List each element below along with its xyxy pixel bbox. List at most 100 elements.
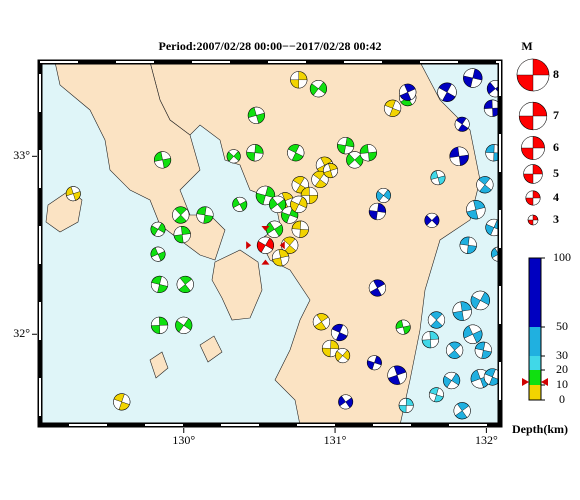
event-nodal <box>151 276 169 293</box>
event-group <box>232 196 248 212</box>
event-nodal <box>323 163 338 178</box>
event-nodal <box>463 324 482 344</box>
event-nodal <box>452 301 472 321</box>
depth-color-band <box>529 356 541 370</box>
magnitude-legend-ball-group <box>527 214 539 226</box>
land-amakusa <box>211 249 263 321</box>
event-group <box>442 371 461 390</box>
event-group <box>427 311 446 329</box>
event-group <box>463 324 483 344</box>
land-koshiki <box>149 351 169 379</box>
event-nodal <box>367 355 382 371</box>
event-group <box>150 275 169 294</box>
event-nodal <box>154 151 171 169</box>
latest-marker <box>261 259 270 265</box>
event-group <box>421 330 439 349</box>
event-group <box>176 275 194 294</box>
event-group <box>366 355 382 371</box>
event-nodal <box>449 146 469 166</box>
event-group <box>368 279 387 297</box>
event-group <box>337 137 355 155</box>
event-group <box>265 220 284 238</box>
event-nodal <box>466 200 486 220</box>
latest-marker <box>246 241 252 250</box>
event-nodal <box>377 188 390 203</box>
event-nodal <box>491 246 500 262</box>
event-nodal <box>430 170 446 186</box>
event-group <box>338 394 354 410</box>
depth-tick-label: 30 <box>556 348 568 362</box>
event-nodal <box>368 203 386 220</box>
depth-tick-label: 100 <box>553 250 571 264</box>
event-group <box>323 163 339 179</box>
event-group <box>368 202 387 221</box>
depth-color-band <box>529 385 541 400</box>
event-nodal <box>426 212 438 228</box>
event-group <box>113 393 131 411</box>
latest-marker <box>279 241 285 250</box>
event-group <box>335 348 351 364</box>
event-group <box>454 116 470 132</box>
depth-color-band <box>529 370 541 385</box>
event-group <box>453 402 471 420</box>
latest-event-nodal <box>257 236 273 254</box>
depth-tick-label: 10 <box>556 377 568 391</box>
magnitude-legend-title: M <box>521 39 532 53</box>
event-nodal <box>446 343 464 357</box>
event-group <box>446 341 464 359</box>
depth-tick-label: 50 <box>556 319 568 333</box>
latest-depth-marker <box>522 378 529 386</box>
magnitude-legend-ball-nodal <box>523 164 543 184</box>
event-nodal <box>228 149 239 164</box>
event-nodal <box>176 277 194 292</box>
event-group <box>150 316 169 334</box>
event-group <box>387 365 407 385</box>
event-nodal <box>399 84 417 101</box>
event-group <box>246 144 264 162</box>
map-area <box>40 62 500 425</box>
event-nodal <box>339 394 352 410</box>
event-group <box>470 290 491 311</box>
event-nodal <box>290 71 308 89</box>
event-nodal <box>151 246 165 262</box>
magnitude-legend-label: 5 <box>553 166 559 180</box>
magnitude-legend-label: 4 <box>553 190 559 204</box>
depth-color-band <box>529 327 541 356</box>
event-nodal <box>113 393 131 410</box>
depth-color-band <box>529 258 541 327</box>
magnitude-legend-label: 3 <box>553 212 559 226</box>
event-group <box>150 246 166 262</box>
event-nodal <box>267 220 282 238</box>
magnitude-legend-ball-group <box>518 101 548 131</box>
event-nodal <box>453 403 471 418</box>
event-nodal <box>172 208 190 222</box>
event-nodal <box>151 316 169 334</box>
event-nodal <box>463 68 483 88</box>
magnitude-legend-ball-nodal <box>521 136 545 160</box>
magnitude-legend-ball-group <box>525 190 541 206</box>
event-group <box>196 206 214 224</box>
event-nodal <box>151 221 165 237</box>
event-nodal <box>248 106 265 124</box>
event-group <box>398 397 414 413</box>
event-nodal <box>454 118 470 131</box>
event-nodal <box>287 145 305 161</box>
event-nodal <box>368 280 386 296</box>
event-group <box>399 83 417 101</box>
y-tick-label: 33° <box>13 148 30 162</box>
event-group <box>153 151 172 169</box>
event-group <box>375 187 391 203</box>
event-group <box>312 313 331 331</box>
event-nodal <box>272 249 290 267</box>
event-group <box>383 99 402 117</box>
event-group <box>290 71 308 89</box>
event-group <box>424 212 440 228</box>
y-tick-label: 32° <box>13 326 30 340</box>
magnitude-legend-label: 7 <box>553 108 559 122</box>
event-group <box>466 199 486 220</box>
event-nodal <box>291 220 309 238</box>
x-tick-label: 130° <box>172 433 195 447</box>
event-nodal <box>459 236 477 254</box>
x-tick-label: 132° <box>475 433 498 447</box>
event-nodal <box>476 178 494 192</box>
